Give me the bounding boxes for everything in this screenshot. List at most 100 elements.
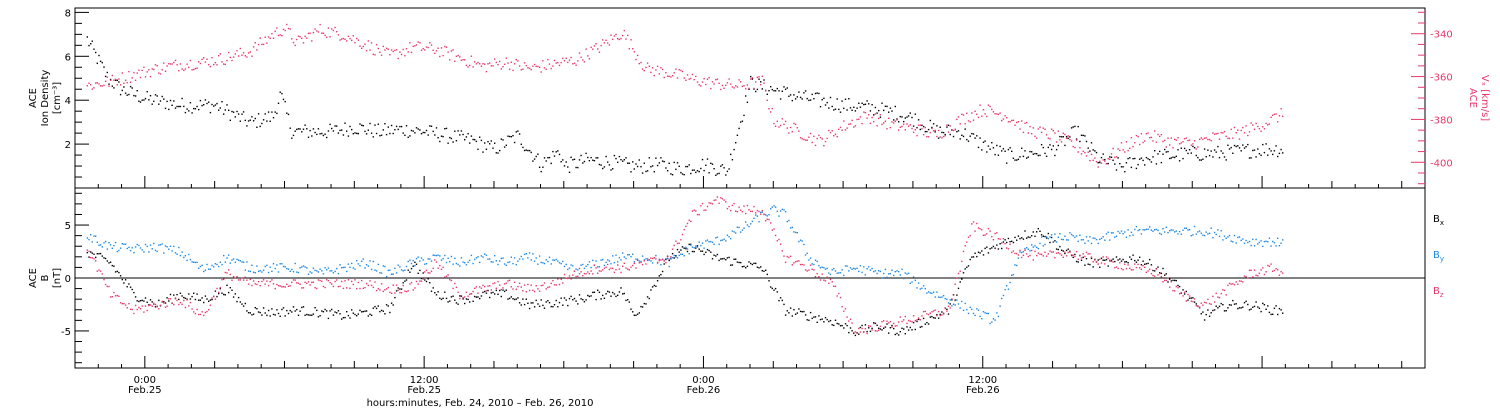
bx-series-point xyxy=(625,299,627,302)
ion-density-series-point xyxy=(422,131,424,134)
bx-series-point xyxy=(665,258,667,261)
bz-series-point xyxy=(394,292,396,294)
vx-series-point xyxy=(671,75,674,77)
vx-series-point xyxy=(542,60,544,62)
bx-series-point xyxy=(276,309,278,311)
ion-density-series-point xyxy=(1085,140,1088,143)
by-series-point xyxy=(251,264,253,266)
vx-series-point xyxy=(838,128,840,130)
vx-series-point xyxy=(1250,122,1252,124)
bx-series-point xyxy=(168,300,170,302)
ion-density-series-point xyxy=(508,135,511,138)
bx-series-point xyxy=(169,293,172,296)
vx-series-point xyxy=(176,64,178,66)
bz-series-point xyxy=(174,298,177,300)
bx-series-point xyxy=(873,322,875,324)
by-series-point xyxy=(226,257,228,259)
bx-series-point xyxy=(911,329,913,331)
vx-series-point xyxy=(1255,122,1257,125)
bx-series-point xyxy=(1137,259,1139,261)
bz-series-point xyxy=(1235,281,1237,283)
by-series-point xyxy=(570,264,572,266)
bx-series-point xyxy=(452,295,454,297)
bz-series-point xyxy=(219,287,221,289)
bz-series-point xyxy=(1052,251,1054,253)
vx-series-point xyxy=(306,37,308,39)
by-series-point xyxy=(1203,234,1206,237)
by-series-point xyxy=(977,309,980,311)
bz-series-point xyxy=(171,302,173,304)
by-series-point xyxy=(351,262,353,265)
bx-series-point xyxy=(582,299,584,301)
left-tick-label: 5 xyxy=(65,221,71,232)
ion-density-series-point xyxy=(442,135,444,138)
by-series-point xyxy=(121,243,123,245)
by-series-point xyxy=(415,257,418,260)
bz-series-point xyxy=(819,279,822,281)
bz-series-point xyxy=(216,287,218,290)
vx-series-point xyxy=(736,86,739,88)
ion-density-series-point xyxy=(533,158,536,160)
bx-series-point xyxy=(866,330,868,333)
bx-series-point xyxy=(1207,309,1209,311)
by-series-point xyxy=(904,272,906,274)
bx-series-point xyxy=(269,315,271,317)
by-series-point xyxy=(1170,229,1172,231)
ion-density-series-point xyxy=(1102,153,1104,155)
bx-series-point xyxy=(257,311,260,313)
by-series-point xyxy=(342,266,345,269)
bx-series-point xyxy=(261,314,263,316)
by-series-point xyxy=(148,251,150,253)
vx-series-point xyxy=(834,133,837,135)
bx-series-point xyxy=(118,271,120,274)
ion-density-series-point xyxy=(806,97,808,100)
vx-series-point xyxy=(503,63,506,65)
bx-series-point xyxy=(377,305,379,307)
bx-series-point xyxy=(597,289,599,291)
bz-series-point xyxy=(917,317,920,319)
bz-series-point xyxy=(1084,255,1086,258)
ion-density-series-point xyxy=(1045,155,1048,157)
bz-series-point xyxy=(231,279,233,281)
bx-series-point xyxy=(1165,273,1167,275)
bz-series-point xyxy=(666,256,669,258)
by-series-point xyxy=(846,265,848,267)
vx-series-point xyxy=(778,126,780,128)
bz-series-point xyxy=(365,282,368,285)
ion-density-series-point xyxy=(254,117,256,120)
bz-series-point xyxy=(349,287,351,289)
vx-series-point xyxy=(133,72,135,74)
by-series-point xyxy=(636,258,639,260)
ion-density-series-point xyxy=(287,113,290,116)
by-series-point xyxy=(771,206,773,208)
bz-series-point xyxy=(445,275,448,277)
vx-series-point xyxy=(924,126,926,129)
ion-density-series-point xyxy=(942,131,945,134)
by-series-point xyxy=(410,262,413,265)
bx-series-point xyxy=(861,324,863,327)
by-series-point xyxy=(469,259,471,262)
by-series-point xyxy=(1069,232,1071,234)
vx-series-point xyxy=(981,115,983,117)
by-series-point xyxy=(1107,231,1109,233)
bx-series-point xyxy=(1277,313,1279,316)
vx-series-point xyxy=(1117,148,1119,150)
ion-density-series-point xyxy=(1042,146,1044,149)
vx-series-point xyxy=(470,55,473,57)
vx-series-point xyxy=(545,68,547,71)
bx-series-point xyxy=(341,318,343,320)
ion-density-series-point xyxy=(1075,138,1078,140)
bx-series-point xyxy=(482,291,484,294)
vx-series-point xyxy=(254,42,256,44)
bz-series-point xyxy=(427,272,429,274)
ion-density-series-point xyxy=(118,81,120,83)
ion-density-series-point xyxy=(1022,155,1025,158)
ion-density-series-point xyxy=(279,91,281,93)
vx-series-point xyxy=(851,119,853,122)
vx-series-point xyxy=(645,66,647,69)
ion-density-series-point xyxy=(450,137,453,140)
bx-series-point xyxy=(765,269,767,271)
bz-series-point xyxy=(861,327,863,330)
vx-series-point xyxy=(1198,138,1201,140)
by-series-point xyxy=(849,267,852,269)
